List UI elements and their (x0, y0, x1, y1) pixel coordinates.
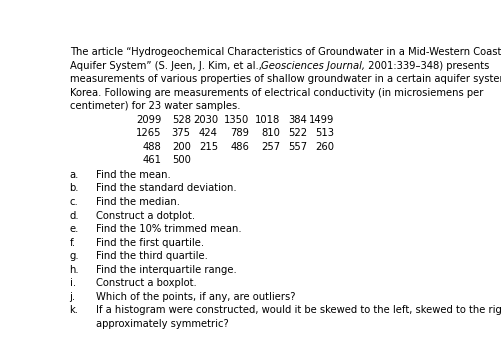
Text: 488: 488 (143, 142, 162, 152)
Text: 2001:339–348) presents: 2001:339–348) presents (366, 61, 490, 71)
Text: Aquifer System” (S. Jeen, J. Kim, et al.,: Aquifer System” (S. Jeen, J. Kim, et al.… (70, 61, 262, 71)
Text: 1499: 1499 (309, 115, 335, 125)
Text: 200: 200 (172, 142, 191, 152)
Text: b.: b. (70, 184, 79, 193)
Text: i.: i. (70, 278, 76, 288)
Text: 257: 257 (261, 142, 280, 152)
Text: 2099: 2099 (136, 115, 162, 125)
Text: Find the mean.: Find the mean. (96, 170, 170, 180)
Text: Find the 10% trimmed mean.: Find the 10% trimmed mean. (96, 224, 241, 234)
Text: 424: 424 (199, 128, 218, 138)
Text: approximately symmetric?: approximately symmetric? (96, 319, 228, 329)
Text: g.: g. (70, 251, 79, 261)
Text: measurements of various properties of shallow groundwater in a certain aquifer s: measurements of various properties of sh… (70, 74, 501, 84)
Text: Construct a boxplot.: Construct a boxplot. (96, 278, 196, 288)
Text: 384: 384 (289, 115, 307, 125)
Text: 1350: 1350 (224, 115, 249, 125)
Text: a.: a. (70, 170, 79, 180)
Text: 500: 500 (172, 155, 191, 165)
Text: Find the standard deviation.: Find the standard deviation. (96, 184, 236, 193)
Text: 1265: 1265 (136, 128, 162, 138)
Text: centimeter) for 23 water samples.: centimeter) for 23 water samples. (70, 101, 240, 111)
Text: j.: j. (70, 292, 76, 302)
Text: 528: 528 (172, 115, 191, 125)
Text: Find the first quartile.: Find the first quartile. (96, 238, 204, 247)
Text: 375: 375 (172, 128, 191, 138)
Text: 557: 557 (288, 142, 307, 152)
Text: Find the third quartile.: Find the third quartile. (96, 251, 207, 261)
Text: Find the median.: Find the median. (96, 197, 180, 207)
Text: 513: 513 (316, 128, 335, 138)
Text: h.: h. (70, 265, 79, 275)
Text: 810: 810 (261, 128, 280, 138)
Text: f.: f. (70, 238, 76, 247)
Text: 1018: 1018 (255, 115, 280, 125)
Text: Construct a dotplot.: Construct a dotplot. (96, 211, 195, 220)
Text: 789: 789 (230, 128, 249, 138)
Text: 260: 260 (316, 142, 335, 152)
Text: k.: k. (70, 305, 79, 315)
Text: d.: d. (70, 211, 79, 220)
Text: 522: 522 (288, 128, 307, 138)
Text: 461: 461 (143, 155, 162, 165)
Text: c.: c. (70, 197, 78, 207)
Text: Find the interquartile range.: Find the interquartile range. (96, 265, 236, 275)
Text: Which of the points, if any, are outliers?: Which of the points, if any, are outlier… (96, 292, 295, 302)
Text: If a histogram were constructed, would it be skewed to the left, skewed to the r: If a histogram were constructed, would i… (96, 305, 501, 315)
Text: 215: 215 (199, 142, 218, 152)
Text: 486: 486 (230, 142, 249, 152)
Text: e.: e. (70, 224, 79, 234)
Text: The article “Hydrogeochemical Characteristics of Groundwater in a Mid-Western Co: The article “Hydrogeochemical Characteri… (70, 47, 501, 57)
Text: 2030: 2030 (193, 115, 218, 125)
Text: Geosciences Journal,: Geosciences Journal, (262, 61, 366, 71)
Text: Korea. Following are measurements of electrical conductivity (in microsiemens pe: Korea. Following are measurements of ele… (70, 88, 483, 98)
